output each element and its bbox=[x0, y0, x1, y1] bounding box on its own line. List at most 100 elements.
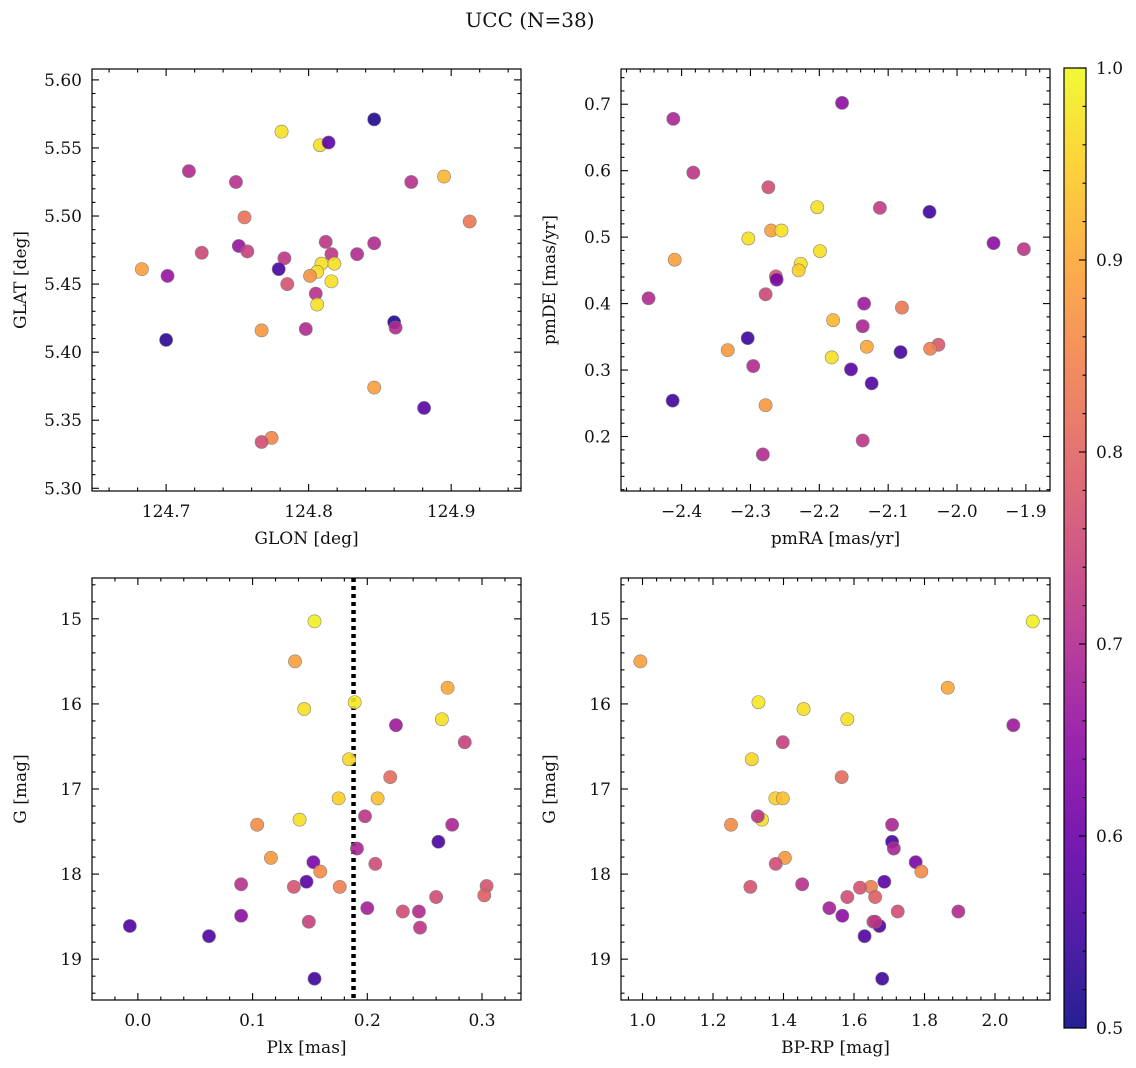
scatter-point bbox=[986, 236, 1001, 251]
y-tick-label: 17 bbox=[589, 780, 611, 800]
x-tick-label: 1.2 bbox=[699, 1011, 726, 1031]
scatter-point bbox=[318, 234, 333, 249]
scatter-point bbox=[299, 874, 314, 889]
scatter-point bbox=[250, 817, 265, 832]
scatter-point bbox=[875, 971, 890, 986]
scatter-point bbox=[160, 269, 175, 283]
scatter-point bbox=[633, 654, 648, 669]
scatter-point bbox=[758, 398, 773, 413]
scatter-point bbox=[229, 175, 243, 189]
y-tick-label: 5.60 bbox=[44, 71, 82, 91]
scatter-point bbox=[331, 791, 346, 806]
scatter-point bbox=[350, 247, 364, 262]
y-tick-label: 0.3 bbox=[584, 361, 611, 381]
scatter-point bbox=[264, 851, 278, 865]
x-tick-label: 124.9 bbox=[427, 502, 476, 522]
x-tick-label: 0.2 bbox=[354, 1011, 381, 1031]
y-tick-label: 19 bbox=[589, 950, 611, 970]
scatter-point bbox=[342, 752, 356, 767]
colorbar: 0.5 0.6 0.7 0.8 0.9 1.0 bbox=[1063, 59, 1123, 1039]
scatter-point bbox=[310, 297, 325, 312]
scatter-point bbox=[301, 914, 316, 929]
x-tick-label: −2.3 bbox=[730, 502, 771, 522]
y-axis-label: GLAT [deg] bbox=[11, 231, 31, 329]
y-tick-label: 0.4 bbox=[584, 295, 611, 315]
scatter-point bbox=[292, 812, 307, 827]
scatter-point bbox=[857, 929, 872, 944]
y-axis-label: G [mag] bbox=[11, 754, 31, 823]
colorbar-tick-label: 0.8 bbox=[1096, 443, 1123, 463]
scatter-point bbox=[922, 204, 937, 219]
scatter-point bbox=[791, 263, 806, 278]
scatter-point bbox=[743, 879, 758, 894]
scatter-point bbox=[744, 752, 759, 767]
scatter-point bbox=[914, 864, 929, 879]
scatter-point bbox=[840, 890, 855, 904]
scatter-point bbox=[751, 695, 766, 710]
scatter-point bbox=[434, 712, 449, 727]
x-tick-label: −2.4 bbox=[661, 502, 702, 522]
scatter-point bbox=[412, 904, 426, 919]
scatter-point bbox=[383, 770, 398, 784]
scatter-point bbox=[368, 856, 383, 871]
scatter-point bbox=[462, 214, 477, 229]
scatter-point bbox=[324, 274, 339, 289]
x-axis-label: pmRA [mas/yr] bbox=[771, 529, 900, 549]
scatter-point bbox=[234, 908, 249, 923]
y-tick-label: 5.35 bbox=[44, 411, 82, 431]
axes-frame bbox=[91, 68, 522, 492]
scatter-point bbox=[923, 341, 938, 356]
scatter-point bbox=[859, 339, 874, 354]
y-tick-label: 15 bbox=[589, 610, 611, 630]
y-tick-label: 0.6 bbox=[584, 162, 611, 182]
scatter-point bbox=[840, 712, 855, 727]
scatter-point bbox=[254, 435, 269, 449]
scatter-point bbox=[666, 111, 681, 126]
y-tick-label: 5.45 bbox=[44, 275, 82, 295]
scatter-point bbox=[769, 272, 784, 287]
scatter-point bbox=[280, 277, 295, 291]
scatter-point bbox=[720, 343, 735, 358]
y-tick-label: 5.40 bbox=[44, 343, 82, 363]
scatter-point bbox=[159, 332, 174, 347]
scatter-point bbox=[868, 890, 883, 904]
scatter-point bbox=[755, 447, 770, 462]
y-tick-label: 18 bbox=[60, 865, 82, 885]
y-axis-label: pmDE [mas/yr] bbox=[540, 215, 560, 345]
y-tick-label: 18 bbox=[589, 865, 611, 885]
panel-1: 124.7 124.8 124.9 5.30 5.35 5.40 5.45 5.50 5.55 5… bbox=[11, 68, 522, 549]
scatter-point bbox=[303, 269, 317, 283]
scatter-point bbox=[307, 614, 322, 629]
scatter-point bbox=[445, 817, 460, 832]
scatter-point bbox=[234, 877, 249, 892]
y-tick-label: 16 bbox=[60, 695, 82, 715]
scatter-point bbox=[307, 971, 322, 986]
scatter-point bbox=[885, 817, 899, 832]
scatter-point bbox=[741, 231, 756, 246]
scatter-point bbox=[1025, 614, 1040, 629]
x-tick-label: −1.9 bbox=[1005, 502, 1046, 522]
scatter-point bbox=[813, 244, 827, 258]
figure-title: UCC (N=38) bbox=[465, 8, 594, 32]
x-tick-label: 124.7 bbox=[142, 502, 191, 522]
panel-4: 1.0 1.2 1.4 1.6 1.8 2.0 15 16 17 18 19 BP-RP [mag] G… bbox=[540, 577, 1051, 1058]
x-tick-label: 0.1 bbox=[239, 1011, 266, 1031]
x-axis-label: Plx [mas] bbox=[266, 1038, 346, 1058]
x-tick-label: 1.0 bbox=[629, 1011, 656, 1031]
y-tick-label: 5.30 bbox=[44, 479, 82, 499]
scatter-point bbox=[686, 165, 701, 180]
scatter-point bbox=[367, 112, 382, 127]
scatter-point bbox=[370, 791, 385, 806]
scatter-point bbox=[367, 380, 382, 395]
scatter-point bbox=[857, 296, 871, 311]
x-tick-label: −2.1 bbox=[868, 502, 909, 522]
scatter-point bbox=[890, 904, 905, 919]
colorbar-tick-label: 0.9 bbox=[1096, 251, 1123, 271]
scatter-point bbox=[761, 180, 776, 195]
scatter-point bbox=[750, 809, 765, 824]
scatter-point bbox=[775, 735, 790, 750]
scatter-point bbox=[746, 359, 761, 373]
scatter-point bbox=[240, 244, 255, 259]
scatter-point bbox=[431, 834, 446, 849]
scatter-point bbox=[327, 256, 342, 271]
